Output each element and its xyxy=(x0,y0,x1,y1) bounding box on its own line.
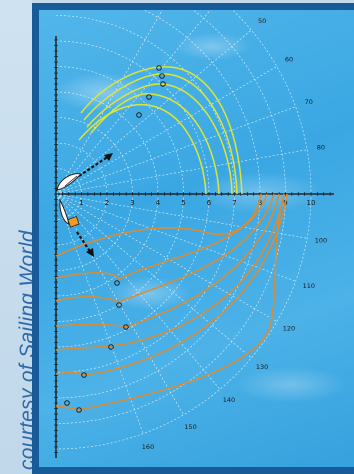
angle-label: 100 xyxy=(315,237,327,245)
downwind-marker xyxy=(64,400,70,406)
downwind-curve xyxy=(55,193,262,257)
grid-spoke xyxy=(55,10,211,195)
grid-spoke xyxy=(55,193,184,415)
radial-tick-label: 7 xyxy=(232,199,236,207)
downwind-curve xyxy=(55,193,268,281)
grid-spoke xyxy=(55,193,277,322)
angle-label: 140 xyxy=(223,396,235,404)
downwind-marker xyxy=(114,280,120,286)
angle-label: 80 xyxy=(317,143,325,151)
chart-background: 3040506070801001101201301401501601234567… xyxy=(39,10,354,467)
angle-label: 70 xyxy=(305,98,313,106)
angle-label: 50 xyxy=(258,17,266,25)
downwind-marker xyxy=(81,372,87,378)
grid-circle xyxy=(55,10,286,424)
grid-spoke xyxy=(55,66,277,195)
grid-spoke xyxy=(55,106,296,195)
radial-tick-label: 8 xyxy=(258,199,262,207)
upwind-curve xyxy=(90,92,220,195)
downwind-curve xyxy=(55,193,280,328)
downwind-marker xyxy=(76,407,82,413)
grid-spoke xyxy=(55,193,221,390)
radial-tick-label: 10 xyxy=(307,199,316,207)
spinnaker xyxy=(67,216,80,228)
angle-label: 130 xyxy=(256,363,268,371)
grid-spoke xyxy=(55,10,163,195)
upwind-marker xyxy=(159,73,165,79)
grid-spoke xyxy=(55,29,252,195)
angle-label: 160 xyxy=(142,443,154,451)
downwind-arrow xyxy=(76,231,92,254)
grid-spoke xyxy=(55,193,296,282)
downwind-curve xyxy=(55,193,285,411)
upwind-arrow xyxy=(78,155,110,177)
upwind-marker xyxy=(136,112,142,118)
credit-strip: courtesy of Sailing World xyxy=(0,0,39,474)
radial-tick-label: 6 xyxy=(207,199,212,207)
grid-spoke xyxy=(55,149,308,195)
downwind-marker xyxy=(123,324,129,330)
polar-chart: 3040506070801001101201301401501601234567… xyxy=(54,10,334,458)
upwind-curve xyxy=(83,73,238,195)
upwind-curve xyxy=(78,104,207,195)
grid-spoke xyxy=(55,193,144,434)
radial-tick-label: 4 xyxy=(156,199,161,207)
grid-circle xyxy=(55,142,108,246)
radial-tick-label: 5 xyxy=(181,199,185,207)
upwind-arrowhead xyxy=(104,153,113,161)
downwind-marker xyxy=(108,344,114,350)
angle-label: 60 xyxy=(285,55,293,63)
upwind-marker xyxy=(146,94,152,100)
downwind-curve xyxy=(55,193,275,303)
angle-label: 110 xyxy=(303,282,315,290)
angle-label: 150 xyxy=(184,423,196,431)
grid-spoke xyxy=(55,193,252,359)
downwind-curve xyxy=(55,193,285,351)
radial-tick-label: 2 xyxy=(105,199,109,207)
radial-tick-label: 1 xyxy=(79,199,83,207)
downwind-boat xyxy=(59,198,70,225)
upwind-curve xyxy=(86,83,233,195)
upwind-marker xyxy=(160,81,166,87)
upwind-marker xyxy=(156,65,162,71)
grid-circle xyxy=(55,117,133,271)
downwind-curve xyxy=(55,193,288,376)
radial-tick-label: 3 xyxy=(130,199,134,207)
upwind-boat-mast xyxy=(64,175,78,187)
downwind-marker xyxy=(116,302,122,308)
angle-label: 120 xyxy=(283,325,295,333)
downwind-arrowhead xyxy=(86,248,94,257)
upwind-curve xyxy=(80,66,243,195)
